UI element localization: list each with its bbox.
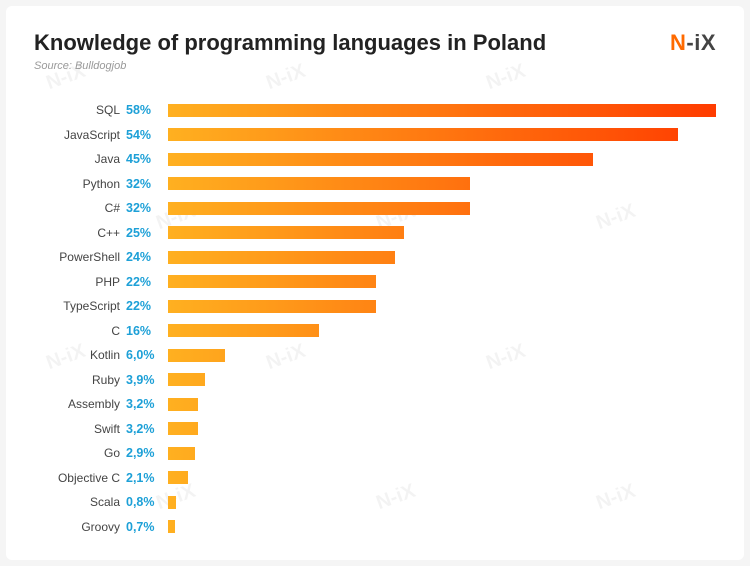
bar-track [168,153,716,166]
logo: N-iX [670,30,716,56]
bar-percent: 58% [126,103,168,117]
bar-label: Scala [34,495,126,509]
bar-track [168,300,716,313]
bar-track [168,496,716,509]
bar-fill [168,251,395,264]
bar-track [168,471,716,484]
logo-ix: iX [694,30,716,55]
bar-track [168,373,716,386]
chart-row: Java45% [34,147,716,172]
bar-track [168,447,716,460]
bar-percent: 6,0% [126,348,168,362]
bar-track [168,177,716,190]
chart-row: Assembly3,2% [34,392,716,417]
bar-track [168,275,716,288]
bar-label: SQL [34,103,126,117]
chart-row: JavaScript54% [34,123,716,148]
bar-label: Ruby [34,373,126,387]
bar-label: C# [34,201,126,215]
chart-row: PHP22% [34,270,716,295]
header: Knowledge of programming languages in Po… [34,30,716,72]
bar-label: PowerShell [34,250,126,264]
bar-label: C [34,324,126,338]
bar-fill [168,226,404,239]
bar-track [168,422,716,435]
chart-row: Kotlin6,0% [34,343,716,368]
bar-label: Python [34,177,126,191]
bar-fill [168,471,188,484]
bar-fill [168,520,175,533]
chart-title: Knowledge of programming languages in Po… [34,30,546,56]
bar-percent: 22% [126,275,168,289]
bar-label: TypeScript [34,299,126,313]
bar-track [168,324,716,337]
bar-track [168,104,716,117]
chart-row: C16% [34,319,716,344]
bar-fill [168,496,176,509]
bar-label: PHP [34,275,126,289]
bar-label: Groovy [34,520,126,534]
bar-track [168,520,716,533]
bar-label: Go [34,446,126,460]
bar-percent: 16% [126,324,168,338]
chart-row: Python32% [34,172,716,197]
bar-fill [168,202,470,215]
bar-track [168,251,716,264]
chart-row: Swift3,2% [34,417,716,442]
bar-fill [168,300,376,313]
chart-card: N-iX N-iX N-iX N-iX N-iX N-iX N-iX N-iX … [6,6,744,560]
bar-label: Assembly [34,397,126,411]
bar-label: Objective C [34,471,126,485]
bar-label: C++ [34,226,126,240]
bar-fill [168,324,319,337]
bar-track [168,128,716,141]
bar-percent: 2,1% [126,471,168,485]
bar-fill [168,398,198,411]
chart-row: SQL58% [34,98,716,123]
logo-n: N [670,30,686,55]
bar-fill [168,104,716,117]
chart-row: Groovy0,7% [34,515,716,540]
bar-track [168,226,716,239]
chart-row: Ruby3,9% [34,368,716,393]
bar-percent: 0,7% [126,520,168,534]
bar-fill [168,422,198,435]
chart-row: PowerShell24% [34,245,716,270]
bar-fill [168,128,678,141]
bar-chart: SQL58%JavaScript54%Java45%Python32%C#32%… [34,98,716,539]
chart-row: Go2,9% [34,441,716,466]
bar-fill [168,349,225,362]
bar-percent: 24% [126,250,168,264]
bar-percent: 22% [126,299,168,313]
bar-label: Swift [34,422,126,436]
bar-fill [168,373,205,386]
bar-fill [168,153,593,166]
bar-track [168,202,716,215]
bar-percent: 32% [126,177,168,191]
bar-fill [168,447,195,460]
bar-percent: 3,2% [126,397,168,411]
bar-track [168,398,716,411]
bar-fill [168,275,376,288]
bar-label: JavaScript [34,128,126,142]
bar-percent: 45% [126,152,168,166]
chart-row: TypeScript22% [34,294,716,319]
bar-fill [168,177,470,190]
bar-percent: 3,2% [126,422,168,436]
bar-label: Java [34,152,126,166]
bar-percent: 3,9% [126,373,168,387]
bar-percent: 54% [126,128,168,142]
bar-track [168,349,716,362]
bar-percent: 2,9% [126,446,168,460]
